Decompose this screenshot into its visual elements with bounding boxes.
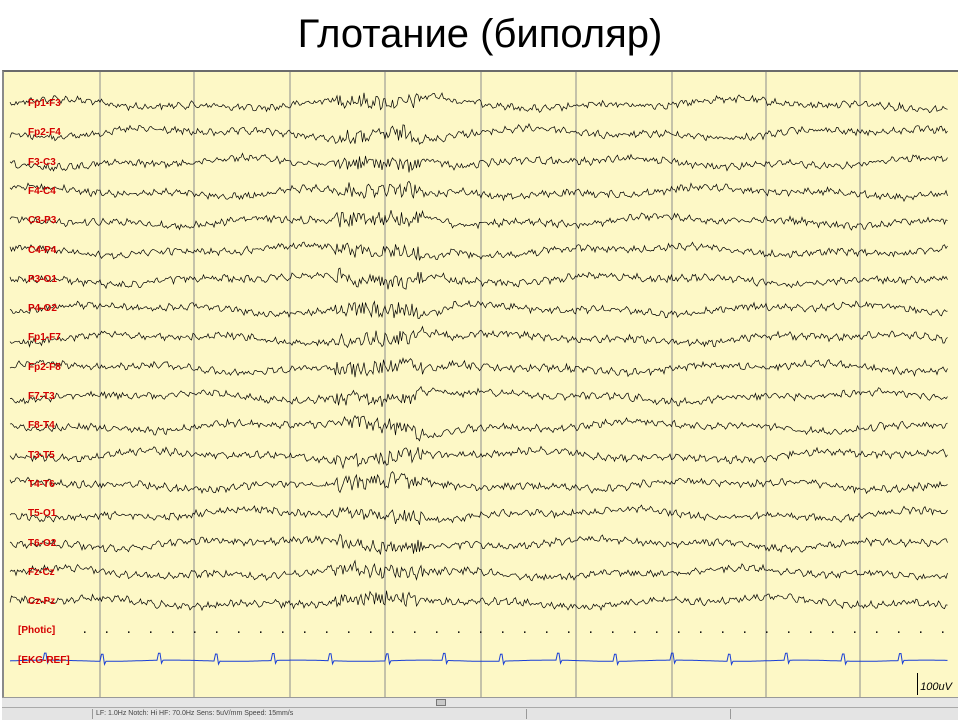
photic-marker [920, 631, 922, 633]
eeg-trace [9, 533, 948, 555]
eeg-trace [9, 180, 948, 202]
channel-label[interactable]: F3-C3 [28, 156, 56, 168]
photic-marker [480, 631, 482, 633]
channel-label[interactable]: P3-O1 [28, 273, 57, 285]
eeg-trace [9, 504, 948, 525]
photic-marker [326, 631, 328, 633]
photic-marker [348, 631, 350, 633]
photic-marker [568, 631, 570, 633]
photic-marker [260, 631, 262, 633]
status-bar: LF: 1.0Hz Notch: Hi HF: 70.0Hz Sens: 5uV… [2, 707, 958, 720]
channel-label[interactable]: T4-T6 [28, 478, 55, 490]
photic-marker [590, 631, 592, 633]
photic-marker [744, 631, 746, 633]
photic-marker [678, 631, 680, 633]
channel-label[interactable]: P4-O2 [28, 303, 57, 315]
photic-marker [810, 631, 812, 633]
eeg-trace [9, 590, 948, 612]
ekg-trace [9, 652, 948, 666]
photic-marker [84, 631, 86, 633]
eeg-trace [9, 385, 948, 407]
scrollbar-thumb[interactable] [436, 699, 446, 706]
channel-label[interactable]: T5-O1 [28, 508, 57, 520]
eeg-trace [9, 325, 948, 349]
photic-marker [238, 631, 240, 633]
photic-marker [392, 631, 394, 633]
eeg-trace-panel[interactable]: Fp1-F3 Fp2-F4 F3-C3 F4-C4 C3-P3 C4-P4 P3-O1 P4-… [2, 70, 958, 697]
channel-label[interactable]: Fp1-F7 [28, 332, 61, 344]
eeg-trace [9, 471, 948, 495]
channel-label[interactable]: Fp1-F3 [28, 98, 61, 109]
photic-marker [898, 631, 900, 633]
horizontal-scrollbar[interactable] [2, 697, 958, 707]
channel-label[interactable]: F8-T4 [28, 420, 55, 432]
photic-marker [656, 631, 658, 633]
channel-label[interactable]: C4-P4 [28, 244, 57, 256]
eeg-trace [9, 445, 948, 470]
photic-marker [722, 631, 724, 633]
channel-label[interactable]: F7-T3 [28, 391, 55, 402]
channel-label[interactable]: Fp2-F4 [28, 127, 61, 139]
photic-marker [458, 631, 460, 633]
photic-marker [876, 631, 878, 633]
channel-label[interactable]: F4-C4 [28, 185, 56, 197]
eeg-trace [9, 559, 948, 582]
photic-marker [414, 631, 416, 633]
photic-marker [194, 631, 196, 633]
photic-marker [942, 631, 944, 633]
eeg-trace [9, 357, 948, 378]
photic-marker [172, 631, 174, 633]
photic-marker [634, 631, 636, 633]
photic-marker [502, 631, 504, 633]
eeg-trace [9, 414, 948, 442]
photic-marker [370, 631, 372, 633]
channel-label[interactable]: C3-P3 [28, 215, 57, 227]
slide-title: Глотание (биполяр) [297, 12, 663, 56]
photic-marker [150, 631, 152, 633]
status-text: LF: 1.0Hz Notch: Hi HF: 70.0Hz Sens: 5uV… [92, 709, 526, 719]
photic-marker [546, 631, 548, 633]
photic-marker [436, 631, 438, 633]
eeg-trace [9, 122, 948, 145]
photic-marker [282, 631, 284, 633]
eeg-trace [9, 209, 948, 231]
status-segment-empty-2 [730, 709, 960, 719]
eeg-trace [9, 92, 948, 114]
eeg-trace [9, 241, 948, 261]
channel-label[interactable]: [Photic] [18, 625, 56, 637]
channel-label[interactable]: [EKG-REF] [18, 654, 70, 666]
scale-label: 100uV [920, 681, 952, 693]
eeg-traces-canvas [9, 72, 948, 697]
photic-marker [854, 631, 856, 633]
eeg-viewer-window: Fp1-F3 Fp2-F4 F3-C3 F4-C4 C3-P3 C4-P4 P3-O1 P4-… [2, 70, 958, 720]
scale-bar [917, 673, 918, 695]
photic-marker [832, 631, 834, 633]
photic-marker [700, 631, 702, 633]
status-segment-empty-1 [526, 709, 730, 719]
photic-marker [304, 631, 306, 633]
eeg-trace [9, 299, 948, 319]
channel-label[interactable]: Fz-Cz [28, 566, 55, 578]
channel-label[interactable]: Fp2-F8 [28, 361, 61, 373]
photic-marker [106, 631, 108, 633]
channel-label[interactable]: T6-O2 [28, 537, 57, 549]
photic-marker [788, 631, 790, 633]
photic-marker [128, 631, 130, 633]
channel-label[interactable]: T3-T5 [28, 449, 55, 461]
channel-label[interactable]: Cz-Pz [28, 596, 56, 608]
eeg-trace [9, 152, 948, 173]
eeg-trace [9, 267, 948, 290]
photic-marker [612, 631, 614, 633]
photic-marker [766, 631, 768, 633]
photic-marker [524, 631, 526, 633]
photic-marker [216, 631, 218, 633]
